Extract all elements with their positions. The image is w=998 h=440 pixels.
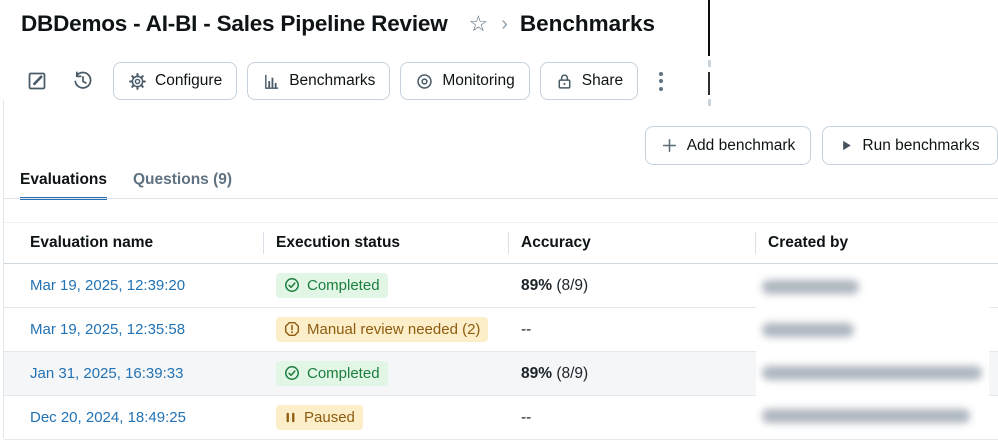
kebab-menu-icon[interactable] (653, 66, 669, 97)
configure-label: Configure (155, 72, 223, 89)
table-header-row: Evaluation name Execution status Accurac… (4, 222, 998, 264)
table-row[interactable]: Mar 19, 2025, 12:35:58 Manual review need… (4, 308, 998, 352)
pause-icon (284, 411, 297, 424)
evaluation-name-cell: Mar 19, 2025, 12:35:58 (4, 321, 263, 339)
toolbar: Configure Benchmarks Monitoring (25, 62, 669, 100)
accuracy-percent: 89% (521, 364, 553, 382)
monitoring-label: Monitoring (442, 72, 515, 89)
run-benchmarks-button[interactable]: Run benchmarks (822, 126, 998, 165)
crop-caret-line (708, 0, 710, 56)
monitoring-button[interactable]: Monitoring (400, 62, 530, 100)
column-header-evaluation-name: Evaluation name (30, 234, 154, 251)
run-benchmarks-label: Run benchmarks (862, 136, 980, 154)
version-history-icon[interactable] (71, 69, 95, 93)
accuracy-detail: (8/9) (552, 364, 589, 382)
status-label: Manual review needed (2) (307, 320, 481, 338)
tab-bar: Evaluations Questions (9) (20, 171, 232, 200)
accuracy-cell: -- (508, 409, 755, 427)
gear-icon (128, 72, 147, 91)
tab-evaluations[interactable]: Evaluations (20, 171, 107, 200)
panel-left-border (3, 100, 4, 438)
warning-octagon-icon (284, 321, 300, 337)
benchmarks-button[interactable]: Benchmarks (247, 62, 391, 100)
add-benchmark-button[interactable]: Add benchmark (645, 126, 811, 165)
column-header-created-by: Created by (768, 234, 849, 251)
redacted-created-by (762, 280, 859, 294)
evaluation-name-cell: Dec 20, 2024, 18:49:25 (4, 409, 263, 427)
toolbar-buttons: Configure Benchmarks Monitoring (113, 62, 639, 100)
accuracy-cell: 89% (8/9) (508, 365, 755, 383)
accuracy-percent: 89% (521, 276, 553, 294)
header-separator (755, 232, 756, 254)
add-benchmark-label: Add benchmark (686, 136, 796, 154)
check-circle-icon (284, 365, 300, 381)
configure-button[interactable]: Configure (113, 62, 238, 100)
accuracy-cell: -- (508, 321, 755, 339)
status-label: Paused (304, 409, 355, 426)
page-header: DBDemos - AI-BI - Sales Pipeline Review … (21, 11, 655, 37)
status-label: Completed (307, 276, 380, 294)
status-badge: Completed (276, 272, 388, 298)
play-icon (840, 139, 853, 152)
status-badge: Paused (276, 405, 363, 430)
accuracy-empty: -- (521, 320, 532, 338)
lock-icon (555, 72, 574, 91)
redacted-created-by (762, 409, 970, 423)
redacted-created-by (762, 323, 854, 337)
crop-fragment (708, 99, 711, 106)
breadcrumb-chevron-icon: › (501, 13, 508, 35)
bar-chart-icon (262, 72, 281, 91)
execution-status-cell: Completed (263, 360, 508, 387)
execution-status-cell: Manual review needed (2) (263, 316, 508, 343)
plus-icon (661, 137, 678, 154)
edit-icon[interactable] (25, 69, 49, 93)
redaction-overlay (756, 275, 989, 438)
share-label: Share (581, 72, 624, 89)
header-separator (508, 232, 509, 254)
redacted-created-by (762, 366, 982, 380)
accuracy-empty: -- (521, 408, 532, 426)
tab-questions[interactable]: Questions (9) (133, 171, 233, 188)
execution-status-cell: Completed (263, 272, 508, 299)
evaluation-name-cell: Mar 19, 2025, 12:39:20 (4, 277, 263, 295)
status-label: Completed (307, 364, 380, 382)
evaluation-name-link[interactable]: Jan 31, 2025, 16:39:33 (30, 364, 184, 382)
share-button[interactable]: Share (539, 62, 639, 100)
tab-divider (4, 198, 998, 199)
page-title: DBDemos - AI-BI - Sales Pipeline Review (21, 11, 448, 36)
evaluation-name-link[interactable]: Mar 19, 2025, 12:35:58 (30, 320, 186, 338)
benchmarks-label: Benchmarks (289, 72, 376, 89)
table-row[interactable]: Mar 19, 2025, 12:39:20 Completed 89% (8/9) (4, 264, 998, 308)
execution-status-cell: Paused (263, 405, 508, 430)
evaluation-name-cell: Jan 31, 2025, 16:39:33 (4, 365, 263, 383)
column-header-execution-status: Execution status (276, 234, 401, 251)
breadcrumb-current: Benchmarks (519, 11, 655, 36)
status-badge: Completed (276, 360, 388, 386)
crop-fragment (708, 72, 710, 95)
check-circle-icon (284, 277, 300, 293)
accuracy-detail: (8/9) (552, 276, 589, 294)
evaluation-name-link[interactable]: Dec 20, 2024, 18:49:25 (30, 408, 186, 426)
crop-fragment (708, 60, 711, 67)
accuracy-cell: 89% (8/9) (508, 277, 755, 295)
favorite-star-icon[interactable]: ☆ (468, 11, 489, 36)
evaluation-name-link[interactable]: Mar 19, 2025, 12:39:20 (30, 276, 186, 294)
header-separator (263, 232, 264, 254)
status-badge: Manual review needed (2) (276, 316, 489, 342)
monitoring-target-icon (415, 72, 434, 91)
column-header-accuracy: Accuracy (521, 234, 591, 251)
